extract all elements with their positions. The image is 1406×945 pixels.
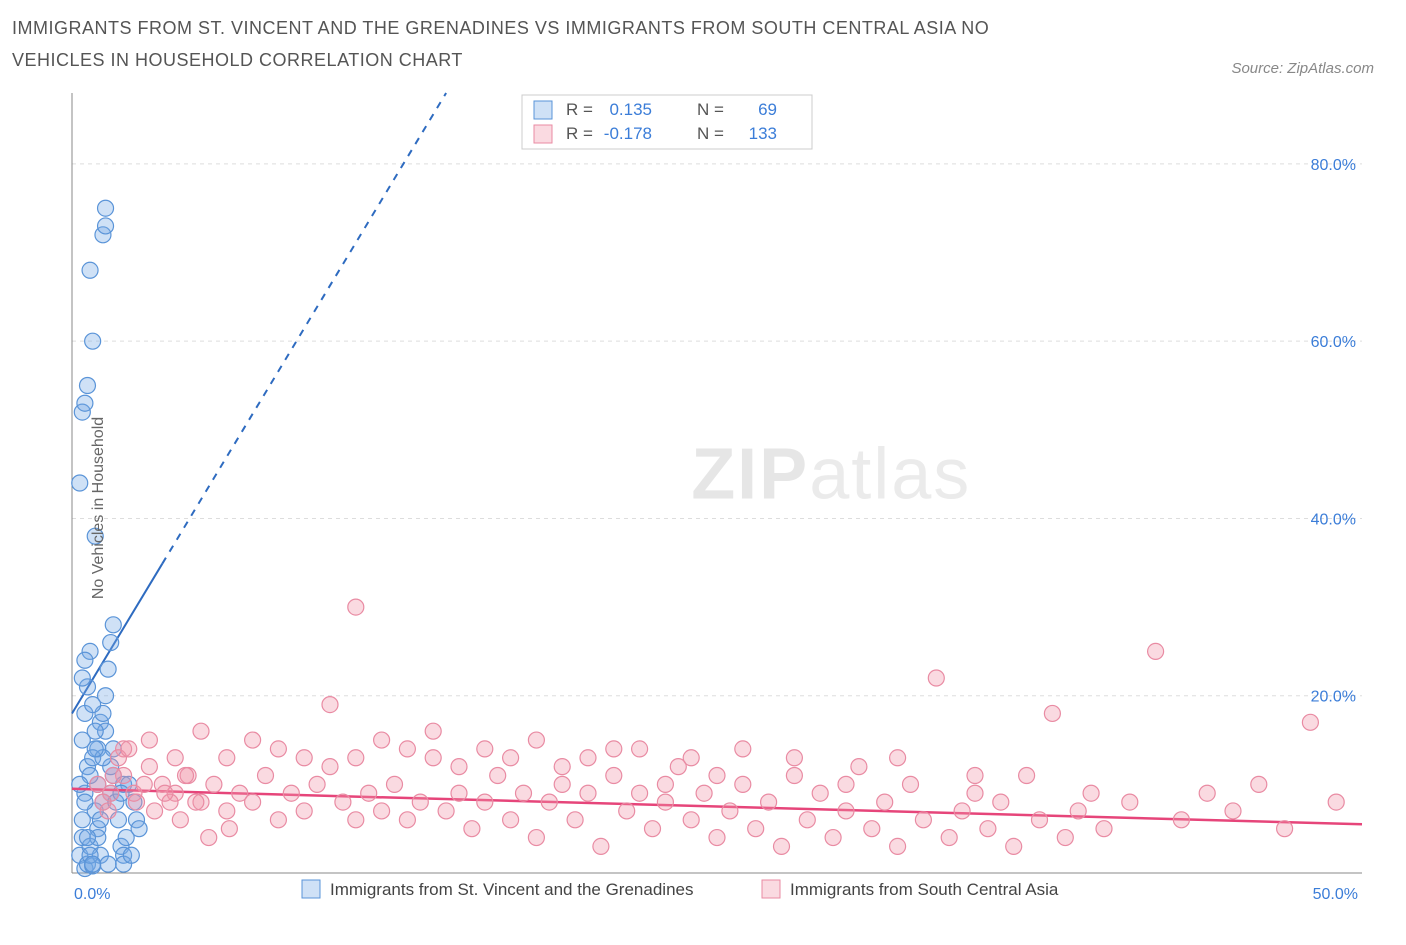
- svg-text:R =: R =: [566, 124, 593, 143]
- chart-title: IMMIGRANTS FROM ST. VINCENT AND THE GREN…: [12, 12, 1062, 77]
- source-label: Source: ZipAtlas.com: [1231, 60, 1394, 77]
- chart-header: IMMIGRANTS FROM ST. VINCENT AND THE GREN…: [12, 12, 1394, 77]
- svg-text:69: 69: [758, 100, 777, 119]
- svg-text:0.135: 0.135: [609, 100, 652, 119]
- y-axis-label: No Vehicles in Household: [90, 417, 108, 599]
- svg-text:N =: N =: [697, 100, 724, 119]
- svg-text:133: 133: [749, 124, 777, 143]
- svg-text:N =: N =: [697, 124, 724, 143]
- svg-text:20.0%: 20.0%: [1311, 689, 1356, 706]
- svg-text:0.0%: 0.0%: [74, 886, 110, 903]
- svg-text:Immigrants from South Central: Immigrants from South Central Asia: [790, 880, 1059, 899]
- svg-text:ZIPatlas: ZIPatlas: [691, 434, 971, 514]
- svg-text:40.0%: 40.0%: [1311, 511, 1356, 528]
- svg-text:60.0%: 60.0%: [1311, 334, 1356, 351]
- chart-container: No Vehicles in Household ZIPatlas 20.0% 40…: [12, 83, 1392, 933]
- svg-text:80.0%: 80.0%: [1311, 157, 1356, 174]
- svg-text:R =: R =: [566, 100, 593, 119]
- scatter-chart: ZIPatlas 20.0% 40.0% 60.0% 80.0% 0.0% 50.0% R =…: [12, 83, 1392, 933]
- svg-text:Immigrants from St. Vincent an: Immigrants from St. Vincent and the Gren…: [330, 880, 693, 899]
- svg-text:-0.178: -0.178: [604, 124, 652, 143]
- svg-text:50.0%: 50.0%: [1313, 886, 1358, 903]
